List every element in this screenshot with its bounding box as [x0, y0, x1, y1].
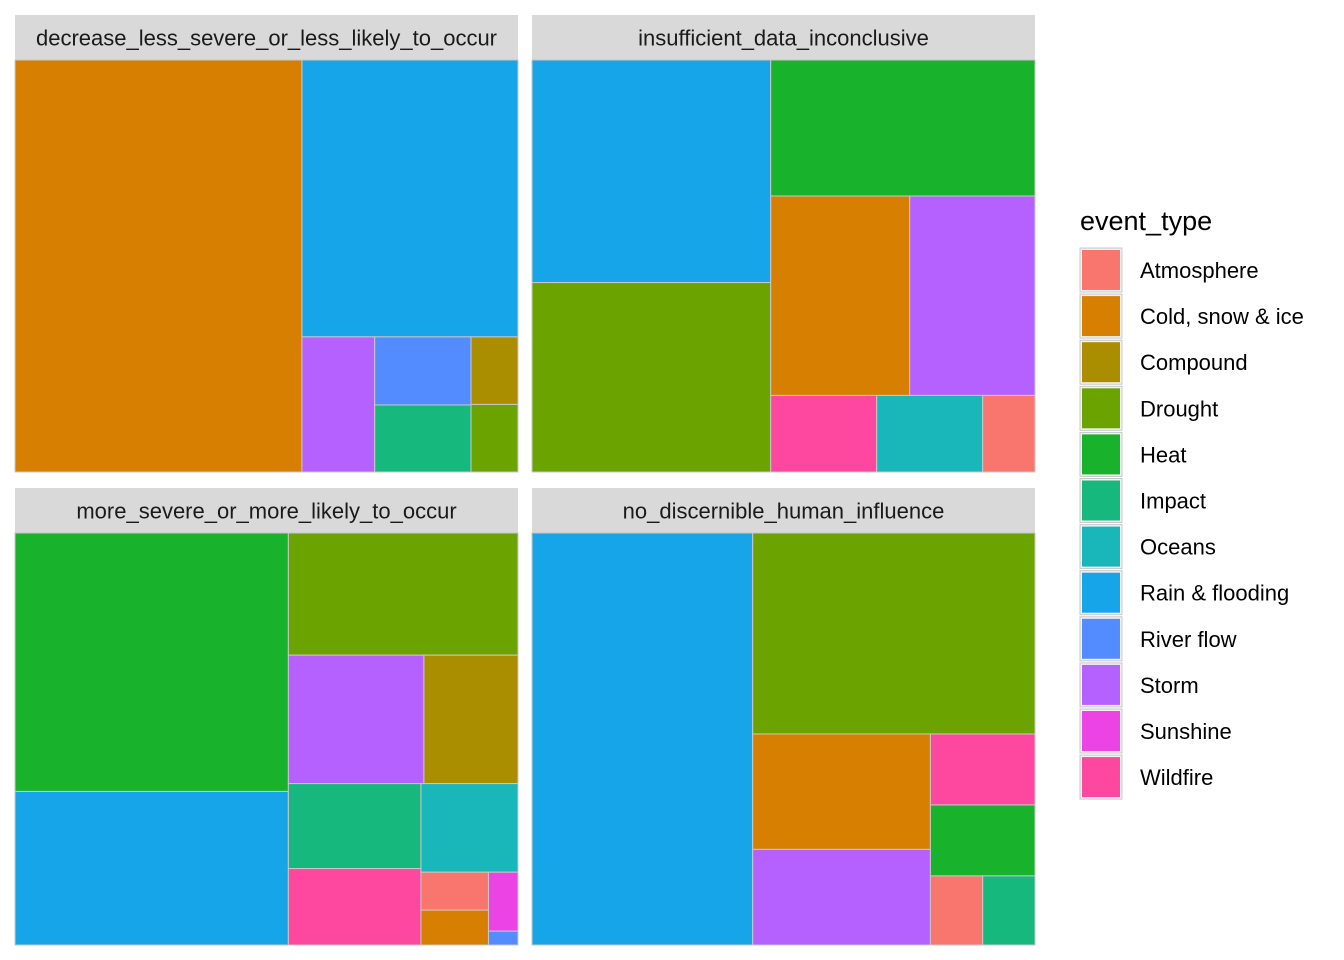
legend-items: Atmosphere Cold, snow & ice Compound Drough…: [1079, 247, 1304, 800]
treemap-cell-cold-snow-and-ice: [420, 909, 489, 946]
legend-label: Storm: [1140, 673, 1199, 698]
treemap-cell-wildfire: [770, 394, 878, 473]
legend-key-swatch: [1082, 342, 1120, 383]
facet-panel-insufficient-data-inconclusive: insufficient_data_inconclusive: [531, 15, 1036, 473]
facet-panel-more-severe-or-more-likely-to-occur: more_severe_or_more_likely_to_occur: [14, 488, 519, 946]
legend: event_type Atmosphere Cold, snow & ice Com…: [1079, 206, 1304, 800]
treemap-cell-drought: [470, 403, 519, 473]
legend-title: event_type: [1080, 206, 1212, 236]
legend-label: Compound: [1140, 350, 1248, 375]
legend-item-impact: Impact: [1079, 478, 1206, 523]
legend-key-swatch: [1082, 434, 1120, 475]
legend-label: Drought: [1140, 396, 1218, 421]
treemap-cell-storm: [301, 336, 376, 473]
legend-label: Oceans: [1140, 535, 1216, 560]
facet-strip-label: insufficient_data_inconclusive: [638, 26, 929, 51]
treemap-cell-cold-snow-and-ice: [752, 733, 931, 850]
treemap-cell-drought: [752, 532, 1036, 735]
legend-key-swatch: [1082, 664, 1120, 705]
treemap-cell-sunshine: [487, 871, 519, 932]
treemap-cell-river-flow: [374, 336, 472, 406]
treemap-cell-cold-snow-and-ice: [14, 59, 303, 473]
legend-label: River flow: [1140, 627, 1237, 652]
treemap-cell-impact: [982, 875, 1036, 946]
facet-strip: [532, 488, 1035, 533]
legend-item-atmosphere: Atmosphere: [1079, 247, 1259, 293]
legend-item-rain-and-flooding: Rain & flooding: [1079, 570, 1289, 616]
facet-strip: [15, 15, 518, 60]
treemap-cell-drought: [287, 532, 519, 656]
facet-strip-label: decrease_less_severe_or_less_likely_to_o…: [36, 26, 497, 51]
treemap-cell-heat: [14, 532, 289, 792]
legend-item-sunshine: Sunshine: [1079, 708, 1232, 754]
treemap-cell-storm: [287, 654, 425, 785]
treemap-cell-heat: [929, 804, 1036, 877]
facet-panel-decrease-less-severe-or-less-likely-to-occur: decrease_less_severe_or_less_likely_to_o…: [14, 15, 519, 473]
treemap-cell-storm: [752, 848, 931, 946]
treemap-cell-compound: [423, 654, 519, 785]
treemap-cell-rain-and-flooding: [531, 59, 772, 284]
treemap-cell-atmosphere: [982, 394, 1036, 473]
legend-label: Wildfire: [1140, 765, 1213, 790]
treemap-cell-impact: [374, 404, 472, 473]
legend-key-swatch: [1082, 711, 1120, 751]
facet-strip: [15, 488, 518, 533]
legend-item-oceans: Oceans: [1079, 524, 1216, 570]
legend-item-storm: Storm: [1079, 662, 1199, 708]
facet-panels: decrease_less_severe_or_less_likely_to_o…: [14, 15, 1036, 946]
treemap-cell-cold-snow-and-ice: [770, 195, 911, 396]
treemap-cell-heat: [770, 59, 1036, 197]
legend-key-swatch: [1082, 480, 1120, 521]
legend-key-swatch: [1082, 572, 1120, 613]
facet-strip: [532, 15, 1035, 60]
legend-key-swatch: [1082, 618, 1120, 659]
treemap-cell-rain-and-flooding: [531, 532, 754, 946]
treemap-cell-river-flow: [487, 930, 519, 946]
legend-key-swatch: [1082, 757, 1120, 798]
legend-item-heat: Heat: [1079, 431, 1186, 477]
legend-label: Impact: [1140, 489, 1206, 514]
legend-key-swatch: [1082, 388, 1120, 429]
facet-strip-label: no_discernible_human_influence: [623, 499, 945, 524]
treemap-cell-atmosphere: [420, 871, 489, 911]
legend-item-river-flow: River flow: [1079, 616, 1237, 662]
legend-key-swatch: [1082, 526, 1120, 567]
treemap-cell-drought: [531, 282, 772, 473]
facet-strip-label: more_severe_or_more_likely_to_occur: [76, 499, 456, 524]
legend-label: Heat: [1140, 442, 1186, 467]
legend-label: Atmosphere: [1140, 258, 1259, 283]
treemap-cell-atmosphere: [929, 875, 984, 946]
treemap-cell-impact: [287, 783, 422, 870]
legend-label: Rain & flooding: [1140, 581, 1289, 606]
legend-label: Cold, snow & ice: [1140, 304, 1304, 329]
treemap-cell-storm: [909, 195, 1036, 396]
legend-item-wildfire: Wildfire: [1079, 754, 1213, 800]
legend-item-cold-snow-and-ice: Cold, snow & ice: [1079, 293, 1304, 339]
treemap-cell-compound: [470, 336, 519, 405]
treemap-cell-oceans: [420, 783, 519, 873]
legend-key-swatch: [1082, 250, 1120, 290]
treemap-cell-wildfire: [287, 868, 422, 946]
treemap-cell-wildfire: [929, 733, 1036, 806]
legend-label: Sunshine: [1140, 719, 1232, 744]
facet-panel-no-discernible-human-influence: no_discernible_human_influence: [531, 488, 1036, 946]
treemap-cell-rain-and-flooding: [301, 59, 519, 338]
treemap-cell-oceans: [876, 394, 984, 473]
legend-key-swatch: [1082, 296, 1120, 337]
legend-item-drought: Drought: [1079, 385, 1218, 431]
legend-item-compound: Compound: [1079, 339, 1248, 385]
treemap-cell-rain-and-flooding: [14, 790, 289, 946]
